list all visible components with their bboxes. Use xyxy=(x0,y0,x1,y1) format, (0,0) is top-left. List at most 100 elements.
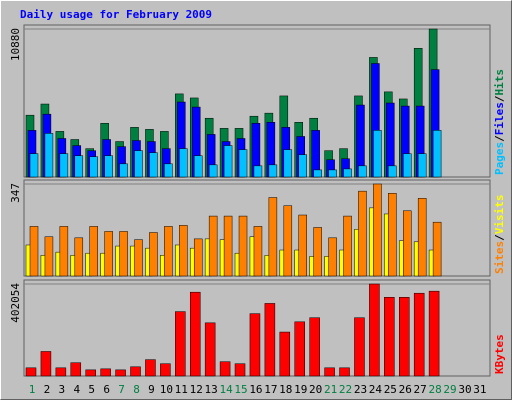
bar xyxy=(238,149,248,178)
x-tick-label: 15 xyxy=(234,383,247,396)
bar xyxy=(223,145,233,178)
bar xyxy=(149,232,158,277)
bar xyxy=(403,153,412,178)
bar xyxy=(115,369,126,377)
x-tick-label: 27 xyxy=(414,383,427,396)
y-tick-label: 402054 xyxy=(9,283,22,323)
bar xyxy=(413,292,425,377)
x-tick-label: 23 xyxy=(354,383,367,396)
bar xyxy=(59,153,69,178)
bar xyxy=(249,313,261,377)
x-tick-label: 22 xyxy=(339,383,352,396)
bar xyxy=(164,163,173,178)
y-tick-label: 10880 xyxy=(9,28,22,61)
bar xyxy=(29,226,39,277)
bar xyxy=(179,148,188,178)
bar xyxy=(343,215,352,277)
x-tick-label: 10 xyxy=(160,383,173,396)
bar xyxy=(145,359,156,377)
x-tick-label: 6 xyxy=(103,383,110,396)
x-tick-label: 1 xyxy=(29,383,36,396)
legend-entry: Hits xyxy=(493,69,506,96)
bar xyxy=(234,363,246,377)
bar xyxy=(403,210,412,277)
bar xyxy=(309,317,320,377)
x-tick-label: 12 xyxy=(190,383,203,396)
bar xyxy=(313,169,322,178)
x-tick-label: 11 xyxy=(175,383,188,396)
bar xyxy=(189,291,201,377)
bar xyxy=(298,154,307,178)
bar xyxy=(164,226,173,277)
bar xyxy=(313,227,322,277)
x-tick-label: 20 xyxy=(309,383,322,396)
bar xyxy=(134,150,143,178)
bar xyxy=(279,331,291,377)
bar xyxy=(268,197,278,277)
bar xyxy=(373,130,382,178)
legend-separator: / xyxy=(493,95,506,102)
x-tick-label: 17 xyxy=(264,383,277,396)
bar xyxy=(219,361,231,377)
bar xyxy=(253,226,263,277)
x-tick-label: 16 xyxy=(249,383,262,396)
x-tick-label: 18 xyxy=(279,383,292,396)
chart-title: Daily usage for February 2009 xyxy=(20,8,212,21)
x-tick-label: 2 xyxy=(44,383,51,396)
bar xyxy=(25,367,37,377)
legend-entry: KBytes xyxy=(493,334,506,374)
bar xyxy=(417,153,427,178)
bar xyxy=(373,183,382,277)
bar xyxy=(89,226,98,277)
bar xyxy=(283,149,293,178)
bar xyxy=(294,321,305,377)
bar xyxy=(208,164,218,178)
x-tick-label: 26 xyxy=(399,383,412,396)
bar xyxy=(55,367,67,377)
legend-entry: Pages xyxy=(493,142,506,175)
bar xyxy=(74,237,84,277)
bar xyxy=(432,130,442,178)
x-tick-label: 8 xyxy=(133,383,140,396)
bar xyxy=(89,156,98,178)
bar xyxy=(268,164,278,178)
x-tick-label: 7 xyxy=(118,383,125,396)
bar xyxy=(179,225,188,277)
bar xyxy=(343,168,352,178)
bar xyxy=(208,215,218,277)
bar xyxy=(40,351,52,377)
x-tick-label: 13 xyxy=(205,383,218,396)
x-tick-label: 3 xyxy=(59,383,66,396)
x-tick-label: 21 xyxy=(324,383,337,396)
bar xyxy=(358,165,367,178)
bar xyxy=(204,322,216,377)
x-tick-label: 19 xyxy=(294,383,307,396)
bar xyxy=(104,155,113,178)
x-tick-label: 29 xyxy=(443,383,456,396)
bar xyxy=(358,190,367,277)
bar xyxy=(384,297,395,377)
bar xyxy=(100,368,111,377)
bar xyxy=(283,205,293,277)
bar xyxy=(59,226,69,277)
legend-entry: Sites xyxy=(493,241,506,274)
bar xyxy=(149,152,158,178)
bar xyxy=(193,155,203,178)
bar xyxy=(432,221,442,277)
bar xyxy=(354,317,365,377)
legend: Sites/Visits xyxy=(493,195,506,275)
bar xyxy=(328,169,337,178)
x-tick-label: 4 xyxy=(73,383,80,396)
bar xyxy=(160,363,171,377)
x-tick-label: 14 xyxy=(219,383,233,396)
bar xyxy=(324,367,335,377)
legend: KBytes xyxy=(493,334,506,374)
bar xyxy=(388,193,397,277)
bar xyxy=(44,133,54,178)
legend-entry: Files xyxy=(493,102,506,135)
legend: Pages/Files/Hits xyxy=(493,69,506,175)
legend-entry: Visits xyxy=(493,195,506,235)
y-tick-label: 347 xyxy=(9,183,22,203)
bar xyxy=(339,367,350,377)
bar xyxy=(264,303,276,377)
